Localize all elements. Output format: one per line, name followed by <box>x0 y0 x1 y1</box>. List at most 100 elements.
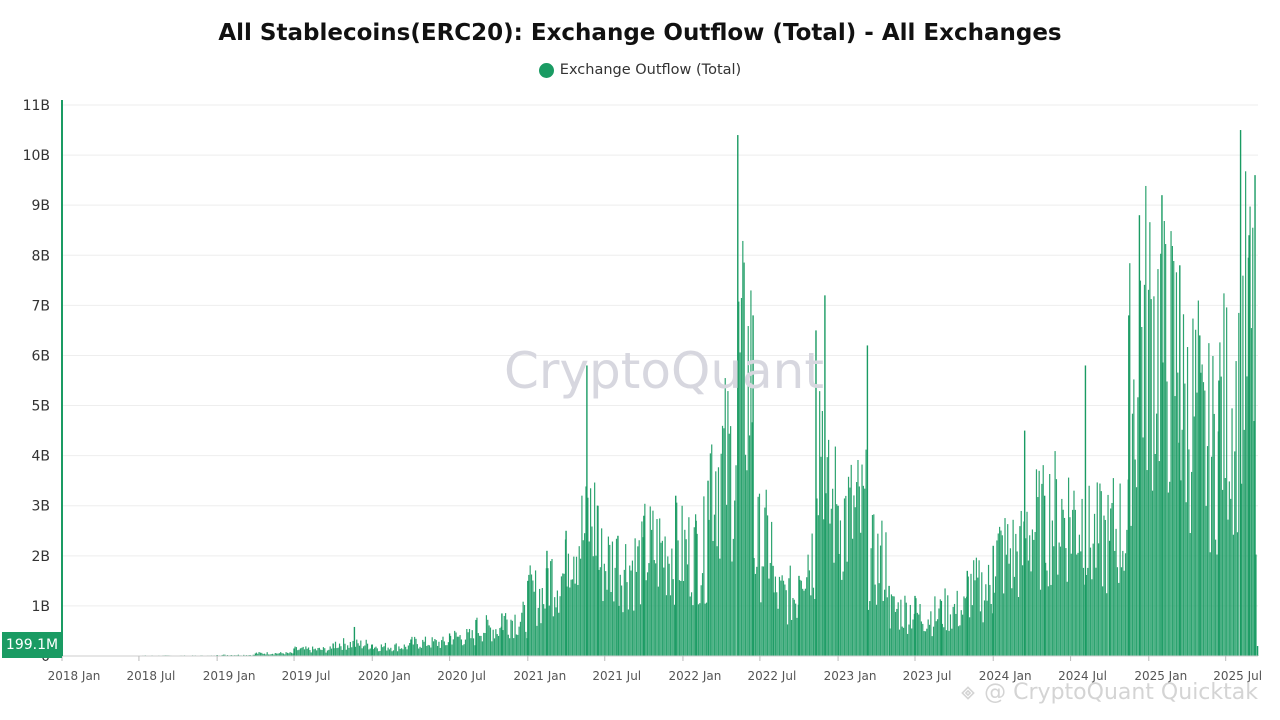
outflow-bar <box>556 590 558 656</box>
outflow-bar <box>974 580 976 656</box>
x-tick-label: 2020 Jul <box>437 669 486 683</box>
outflow-bar <box>398 646 400 656</box>
outflow-bar <box>507 634 509 656</box>
outflow-bar <box>812 587 815 656</box>
outflow-bar <box>987 564 990 656</box>
outflow-bar <box>884 589 886 656</box>
outflow-bar <box>1141 326 1143 656</box>
outflow-bar <box>1143 284 1146 656</box>
outflow-bar <box>445 645 447 656</box>
outflow-bar <box>686 564 689 656</box>
outflow-bar <box>314 648 316 656</box>
outflow-bar <box>993 592 995 656</box>
outflow-bar <box>621 585 623 656</box>
outflow-bar <box>1193 416 1195 656</box>
outflow-bar <box>265 654 267 656</box>
outflow-bar <box>918 614 920 656</box>
outflow-bar <box>336 648 338 656</box>
outflow-bar <box>487 619 489 656</box>
outflow-bar <box>379 650 381 656</box>
outflow-bar <box>1219 342 1221 656</box>
outflow-bar <box>785 590 787 656</box>
outflow-bar <box>286 652 289 656</box>
outflow-bar <box>774 576 777 656</box>
outflow-bar <box>540 623 542 656</box>
outflow-bar <box>1011 588 1013 656</box>
outflow-bar <box>622 612 624 656</box>
outflow-bar <box>517 634 519 656</box>
x-tick-label: 2022 Jan <box>669 669 722 683</box>
y-tick-label: 9B <box>31 198 50 214</box>
outflow-bar <box>615 538 618 656</box>
outflow-bar <box>806 577 808 656</box>
outflow-bar <box>833 562 835 656</box>
outflow-bar <box>1184 383 1186 656</box>
outflow-bar <box>983 600 986 656</box>
outflow-bar <box>403 644 405 656</box>
outflow-bar <box>436 645 439 656</box>
outflow-bar <box>458 636 460 656</box>
outflow-bar <box>499 628 501 656</box>
outflow-bar <box>752 315 754 656</box>
outflow-bar <box>824 295 826 656</box>
outflow-bar <box>351 647 353 656</box>
y-tick-label: 1B <box>31 599 50 615</box>
outflow-bar <box>1043 495 1046 656</box>
outflow-bar <box>380 644 382 656</box>
outflow-bar <box>1129 263 1131 656</box>
outflow-bar <box>464 639 467 656</box>
outflow-bar <box>947 595 949 656</box>
outflow-bar <box>483 632 485 656</box>
outflow-bar <box>305 646 307 656</box>
outflow-bar <box>597 505 599 656</box>
outflow-bar <box>501 613 503 656</box>
outflow-bar <box>1116 567 1119 656</box>
outflow-bar <box>829 523 831 656</box>
outflow-bar <box>1058 542 1060 656</box>
outflow-bar <box>1236 532 1239 656</box>
outflow-bar <box>826 457 828 656</box>
outflow-bar <box>1188 449 1190 656</box>
outflow-bar <box>575 556 578 656</box>
outflow-bar <box>1146 470 1148 656</box>
outflow-bar <box>717 467 720 656</box>
outflow-bar <box>1142 437 1144 656</box>
outflow-bar <box>594 482 596 656</box>
outflow-bar <box>589 488 592 656</box>
outflow-bar <box>969 617 971 656</box>
outflow-bar <box>312 646 314 656</box>
outflow-bar <box>678 580 681 656</box>
outflow-bar <box>410 639 412 656</box>
y-tick-label: 2B <box>31 549 50 565</box>
outflow-bar <box>599 567 601 656</box>
outflow-bar <box>338 643 341 656</box>
outflow-bar <box>879 545 882 656</box>
outflow-bar <box>1239 130 1242 656</box>
outflow-bar <box>1007 524 1009 656</box>
outflow-bar <box>627 609 629 656</box>
outflow-bar <box>966 570 968 656</box>
chart-legend[interactable]: Exchange Outflow (Total) <box>0 62 1280 78</box>
outflow-bar <box>392 650 395 656</box>
outflow-bar <box>673 604 676 656</box>
outflow-bar <box>1055 479 1058 656</box>
outflow-bar <box>349 641 351 656</box>
outflow-bar <box>700 585 702 656</box>
outflow-bar <box>1238 312 1240 656</box>
outflow-bar <box>1074 509 1076 656</box>
x-tick-label: 2021 Jan <box>513 669 566 683</box>
outflow-bar <box>343 638 345 656</box>
outflow-bar <box>875 604 878 656</box>
outflow-bar <box>766 515 769 656</box>
outflow-bar <box>1067 477 1070 656</box>
outflow-bar <box>656 519 658 656</box>
outflow-bar <box>843 498 846 656</box>
outflow-bar <box>569 587 571 656</box>
outflow-bar <box>496 634 498 656</box>
outflow-bar <box>1209 552 1211 656</box>
outflow-bar <box>472 638 475 656</box>
outflow-bar <box>1167 492 1169 656</box>
outflow-bar <box>857 459 859 656</box>
outflow-bar <box>1118 582 1120 656</box>
